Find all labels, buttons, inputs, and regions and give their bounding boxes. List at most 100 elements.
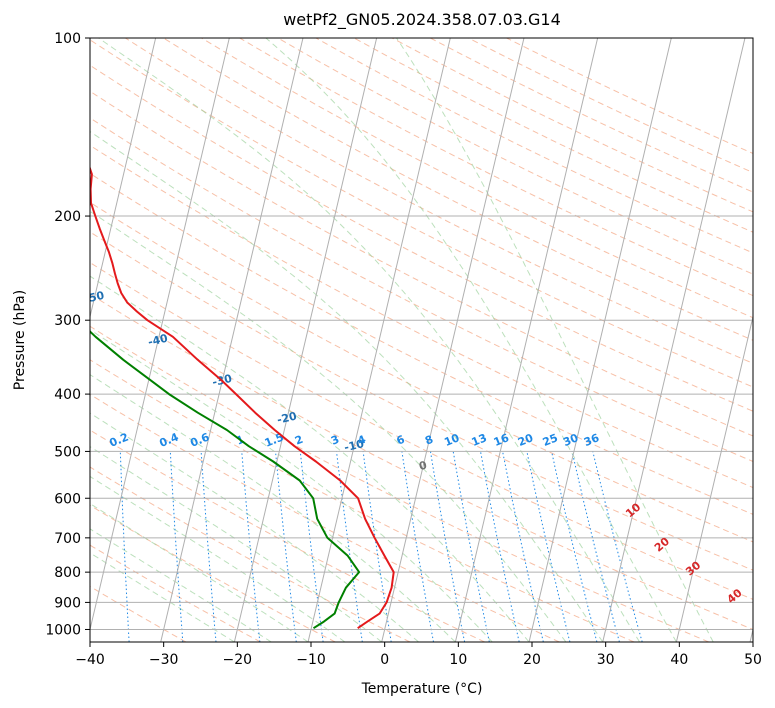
background-lines: -100-90-80-70-60-50-40-30-20-1000.10.20.… <box>0 38 753 642</box>
mixing-ratio-line <box>169 451 184 642</box>
theta-label: 30 <box>683 558 703 578</box>
dry-adiabat <box>314 38 753 254</box>
y-tick-label: 700 <box>54 531 81 547</box>
dry-adiabat <box>90 466 411 642</box>
dry-adiabat <box>90 585 187 642</box>
x-tick-label: 0 <box>380 652 389 668</box>
y-tick-label: 300 <box>54 313 81 329</box>
dry-adiabat <box>90 172 753 515</box>
y-tick-label: 900 <box>54 595 81 611</box>
dry-adiabat <box>467 38 753 174</box>
y-tick-label: 400 <box>54 387 81 403</box>
y-tick-label: 500 <box>54 444 81 460</box>
moist-adiabat <box>396 38 714 642</box>
mixing-ratio-line <box>299 451 324 642</box>
moist-adiabat <box>98 38 640 642</box>
dry-adiabat <box>124 38 753 364</box>
moist-adiabat <box>90 552 235 642</box>
dry-adiabat <box>90 429 485 642</box>
x-tick-label: 50 <box>744 652 762 668</box>
mixing-ratio-line <box>200 451 217 642</box>
mixing-ratio-label: 0.4 <box>158 430 181 449</box>
dry-adiabat <box>90 144 753 489</box>
dry-adiabat <box>90 293 753 631</box>
moist-adiabat <box>90 374 456 642</box>
dry-adiabat <box>90 393 560 642</box>
dry-adiabat <box>90 504 336 642</box>
dry-adiabat <box>90 359 635 642</box>
mixing-ratio-label: 25 <box>541 431 560 449</box>
x-tick-label: 40 <box>670 652 688 668</box>
y-tick-label: 100 <box>54 31 81 47</box>
x-tick-label: 30 <box>597 652 615 668</box>
moist-adiabat <box>90 275 530 642</box>
mixing-ratio-label: 6 <box>395 433 407 448</box>
mixing-ratio-line <box>336 451 363 642</box>
dry-adiabat <box>200 38 753 319</box>
isotherm-label: 0 <box>418 459 429 473</box>
isotherm-line <box>0 38 8 642</box>
isotherm-line <box>90 38 157 319</box>
mixing-ratio-line <box>502 451 544 642</box>
isotherm-label: -50 <box>83 289 106 306</box>
dry-adiabat <box>391 38 753 213</box>
mixing-ratio-label: 10 <box>442 431 461 449</box>
y-tick-label: 200 <box>54 209 81 225</box>
y-axis-label: Pressure (hPa) <box>12 290 28 390</box>
isotherm-line <box>90 38 230 632</box>
dry-adiabat <box>429 38 753 193</box>
isotherm-label: -20 <box>276 409 299 426</box>
dewpoint-profile-line <box>90 330 361 630</box>
mixing-ratio-label: 13 <box>470 431 489 449</box>
mixing-ratio-label: 20 <box>516 431 535 449</box>
isotherm-label: -10 <box>343 437 366 454</box>
isotherm-line <box>381 38 525 642</box>
mixing-ratio-label: 8 <box>423 433 435 448</box>
dry-adiabat <box>90 325 709 642</box>
moist-adiabat <box>265 38 677 642</box>
isotherm-label: -60 <box>20 243 43 260</box>
x-tick-label: 10 <box>449 652 467 668</box>
mixing-ratio-line <box>362 451 392 642</box>
mixing-ratio-line <box>430 451 466 642</box>
dry-adiabat <box>238 38 753 297</box>
mixing-ratio-label: 16 <box>492 431 511 449</box>
moist-adiabat <box>90 412 419 642</box>
isotherm-line <box>160 38 304 642</box>
dry-adiabat <box>352 38 753 233</box>
mixing-ratio-line <box>480 451 520 642</box>
y-tick-label: 600 <box>54 491 81 507</box>
moist-adiabat <box>90 528 272 642</box>
x-tick-label: −10 <box>296 652 326 668</box>
mixing-ratio-line <box>401 451 434 642</box>
mixing-ratio-label: 2 <box>293 433 305 448</box>
profile-lines <box>90 165 395 630</box>
mixing-ratio-line <box>275 451 297 642</box>
axis-ticks: −40 −30 −20 −10 0 10 20 30 40 5010020030040050060… <box>45 31 762 668</box>
mixing-ratio-label: 1.5 <box>263 430 286 449</box>
chart-title: wetPf2_GN05.2024.358.07.03.G14 <box>283 10 561 30</box>
mixing-ratio-line <box>241 451 261 642</box>
isotherm-line <box>233 38 378 642</box>
mixing-ratio-label: 0.2 <box>108 430 131 449</box>
x-tick-label: −40 <box>75 652 105 668</box>
plot-frame <box>89 37 754 643</box>
x-tick-label: 20 <box>523 652 541 668</box>
isotherm-line <box>749 627 753 642</box>
y-tick-label: 800 <box>54 565 81 581</box>
isotherm-line <box>528 38 672 642</box>
dry-adiabat <box>90 231 753 571</box>
mixing-ratio-label: 36 <box>582 431 601 449</box>
x-tick-label: −20 <box>223 652 253 668</box>
isotherm-line <box>454 38 599 642</box>
mixing-ratio-label: 30 <box>561 431 580 449</box>
isotherm-line <box>602 38 746 642</box>
dry-adiabat <box>162 38 753 341</box>
mixing-ratio-line <box>592 451 643 642</box>
moist-adiabat <box>90 475 346 642</box>
mixing-ratio-label: 0.6 <box>188 430 211 449</box>
x-tick-label: −30 <box>149 652 179 668</box>
x-axis-label: Temperature (°C) <box>361 681 483 697</box>
moist-adiabat <box>90 210 567 642</box>
